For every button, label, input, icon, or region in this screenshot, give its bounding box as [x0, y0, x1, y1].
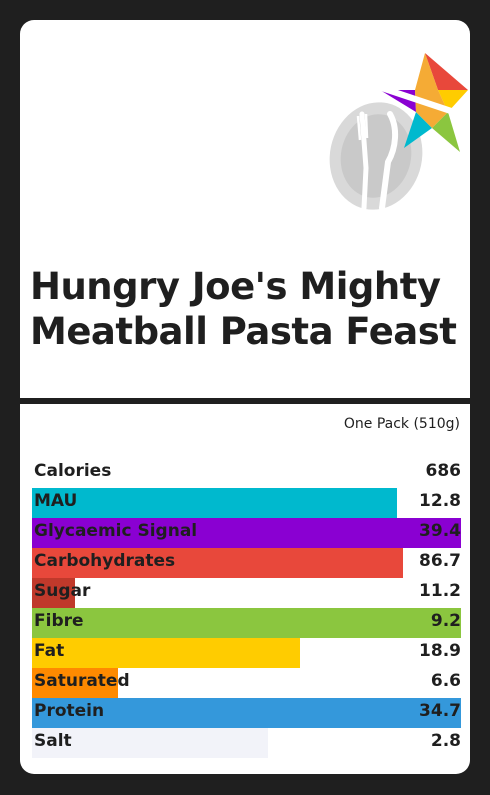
nutrient-value: 34.7	[419, 701, 461, 721]
nutrient-label: Calories	[34, 461, 112, 481]
nutrient-value: 9.2	[430, 611, 461, 631]
nutrient-label: Fibre	[34, 611, 84, 631]
nutrient-label: Carbohydrates	[34, 551, 176, 571]
nutrient-value: 6.6	[430, 671, 461, 691]
nutrition-panel: One Pack (510g) Calories 686 MAU 12.8 Glycae…	[20, 404, 470, 774]
nutrient-value: 686	[425, 461, 462, 481]
nutrient-value: 2.8	[430, 731, 461, 751]
nutrient-value: 86.7	[419, 551, 461, 571]
nutrient-row-calories: Calories 686	[32, 456, 461, 486]
plate-fork-knife-icon	[329, 102, 423, 211]
nutrient-bar-fibre	[32, 608, 461, 638]
nutrient-label: MAU	[34, 491, 78, 511]
product-card-header: Hungry Joe's Mighty Meatball Pasta Feast	[20, 20, 470, 398]
nutrient-value: 39.4	[419, 521, 461, 541]
nutrient-label: Protein	[34, 701, 105, 721]
nutrient-row-glycaemic-signal: Glycaemic Signal 39.4	[32, 516, 461, 548]
nutrient-bar-saturated	[32, 668, 118, 698]
nutrient-bar-protein	[32, 698, 461, 728]
nutrient-label: Glycaemic Signal	[34, 521, 198, 541]
rainbow-star-icon	[378, 53, 470, 152]
nutrient-row-sugar: Sugar 11.2	[32, 576, 461, 608]
nutrient-row-fibre: Fibre 9.2	[32, 606, 461, 638]
nutrient-value: 12.8	[419, 491, 461, 511]
serving-size: One Pack (510g)	[343, 416, 460, 432]
nutrient-row-fat: Fat 18.9	[32, 636, 461, 668]
nutrient-label: Saturated	[34, 671, 130, 691]
nutrient-row-mau: MAU 12.8	[32, 486, 461, 518]
nutrient-label: Fat	[34, 641, 65, 661]
nutrient-row-protein: Protein 34.7	[32, 696, 461, 728]
nutrient-label: Sugar	[34, 581, 91, 601]
nutrient-value: 11.2	[419, 581, 461, 601]
nutrient-list: Calories 686 MAU 12.8 Glycaemic Signal 39.4 Ca…	[32, 456, 461, 758]
nutrient-bar-mau	[32, 488, 397, 518]
nutrient-row-salt: Salt 2.8	[32, 726, 461, 758]
nutrient-label: Salt	[34, 731, 72, 751]
nutrient-bar-sugar	[32, 578, 75, 608]
nutrient-row-carbohydrates: Carbohydrates 86.7	[32, 546, 461, 578]
nutrient-bar-glycaemic-signal	[32, 518, 461, 548]
food-logo	[329, 53, 470, 211]
nutrient-bar-fat	[32, 638, 301, 668]
nutrient-row-saturated: Saturated 6.6	[32, 666, 461, 698]
nutrient-value: 18.9	[419, 641, 461, 661]
nutrient-bar-salt	[32, 728, 268, 758]
product-title: Hungry Joe's Mighty Meatball Pasta Feast	[30, 265, 457, 353]
nutrient-bar-carbohydrates	[32, 548, 404, 578]
